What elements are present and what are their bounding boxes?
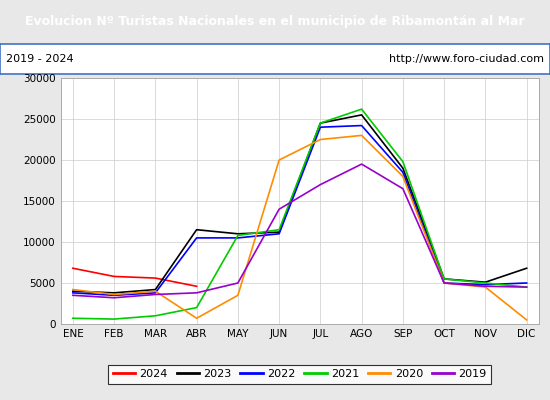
Text: http://www.foro-ciudad.com: http://www.foro-ciudad.com bbox=[389, 54, 544, 64]
Legend: 2024, 2023, 2022, 2021, 2020, 2019: 2024, 2023, 2022, 2021, 2020, 2019 bbox=[108, 365, 491, 384]
Text: 2019 - 2024: 2019 - 2024 bbox=[6, 54, 73, 64]
Text: Evolucion Nº Turistas Nacionales en el municipio de Ribamontán al Mar: Evolucion Nº Turistas Nacionales en el m… bbox=[25, 16, 525, 28]
